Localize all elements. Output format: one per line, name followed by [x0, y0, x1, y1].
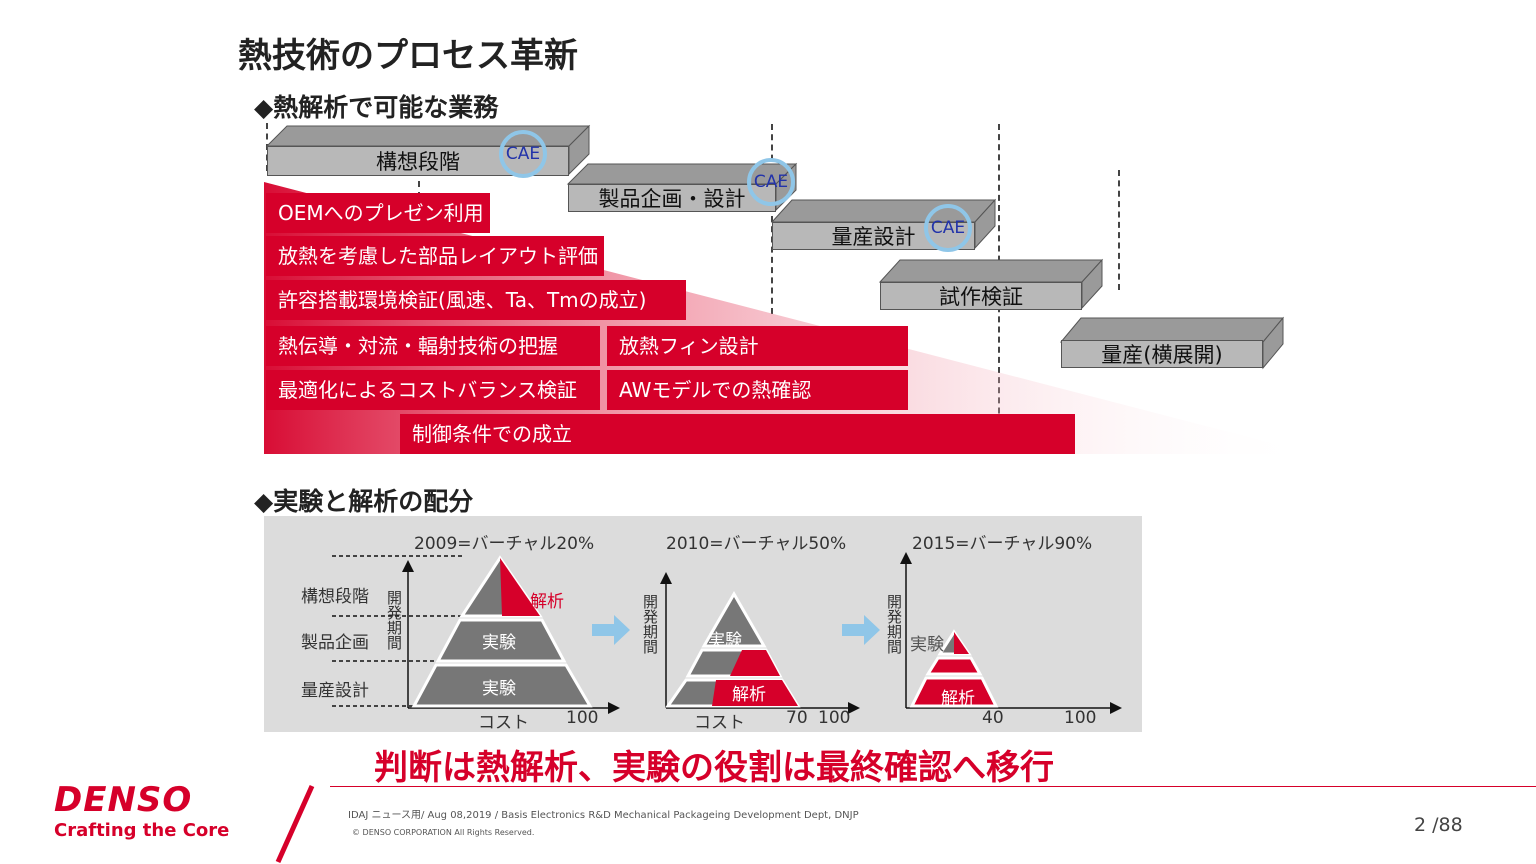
segment-label: 実験 [482, 633, 516, 653]
segment-label: 解析 [530, 592, 564, 612]
stage-label: 量産(横展開) [1101, 343, 1223, 367]
page-number: 2 /88 [1414, 814, 1463, 836]
copyright: © DENSO CORPORATION All Rights Reserved. [352, 828, 535, 837]
brand-tagline: Crafting the Core [54, 820, 230, 841]
chart-title: 2010=バーチャル50% [666, 534, 847, 554]
cae-cycle-icon: CAE [747, 158, 795, 206]
stage-product-planning: 製品企画・設計 [568, 184, 776, 212]
row-label: 製品企画 [301, 633, 369, 653]
footer-rule [330, 786, 1536, 787]
task-bar: 最適化によるコストバランス検証 [266, 370, 600, 410]
x-tick: 70 [786, 708, 808, 728]
task-bar: 制御条件での成立 [400, 414, 1075, 454]
footer-info: IDAJ ニュース用/ Aug 08,2019 / Basis Electron… [348, 810, 859, 821]
page-title: 熱技術のプロセス革新 [238, 36, 578, 76]
segment-label: 実験 [482, 679, 516, 699]
segment-label: 解析 [941, 689, 975, 709]
stage-label: 構想段階 [376, 150, 460, 174]
x-tick: 100 [1064, 708, 1097, 728]
y-axis-label: 開発期間 [641, 594, 659, 654]
cae-cycle-icon: CAE [499, 130, 547, 178]
cae-cycle-icon: CAE [924, 204, 972, 252]
y-axis-label: 開発期間 [385, 590, 403, 650]
section-heading-allocation: ◆実験と解析の配分 [254, 487, 474, 516]
task-bar: 熱伝導・対流・輻射技術の把握 [266, 326, 600, 366]
x-tick: 100 [818, 708, 851, 728]
row-label: 構想段階 [301, 587, 369, 607]
task-bar: 許容搭載環境検証(風速、Ta、Tmの成立) [266, 280, 686, 320]
section-heading-analysis: ◆熱解析で可能な業務 [254, 93, 499, 122]
stage-label: 量産設計 [831, 225, 916, 249]
stage-mass-production: 量産(横展開) [1061, 340, 1263, 368]
x-axis-label: コスト [694, 713, 745, 733]
task-bar: AWモデルでの熱確認 [607, 370, 908, 410]
brand-slash [275, 784, 315, 864]
chart-title: 2009=バーチャル20% [414, 534, 595, 554]
conclusion-text: 判断は熱解析、実験の役割は最終確認へ移行 [374, 748, 1054, 788]
row-label: 量産設計 [301, 681, 369, 701]
task-bar: OEMへのプレゼン利用 [266, 193, 490, 233]
x-axis-label: コスト [478, 713, 529, 733]
divider-line [1118, 170, 1120, 290]
denso-logo: DENSO [54, 780, 193, 820]
divider-line [771, 124, 773, 314]
y-axis-label: 開発期間 [885, 594, 903, 654]
x-tick: 40 [982, 708, 1004, 728]
task-bar: 放熱フィン設計 [607, 326, 908, 366]
x-tick: 100 [566, 708, 599, 728]
segment-label: 実験 [708, 631, 742, 651]
chart-title: 2015=バーチャル90% [912, 534, 1093, 554]
stage-label: 試作検証 [939, 285, 1023, 309]
segment-label: 実験 [910, 635, 944, 655]
allocation-charts [332, 552, 1122, 714]
stage-label: 製品企画・設計 [598, 187, 746, 211]
segment-label: 解析 [732, 685, 766, 705]
stage-prototype: 試作検証 [880, 282, 1082, 310]
task-bar: 放熱を考慮した部品レイアウト評価 [266, 236, 604, 276]
